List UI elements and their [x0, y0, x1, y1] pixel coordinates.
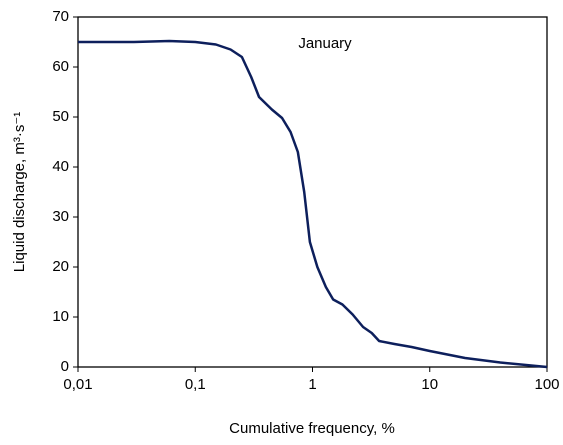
y-tick-label: 60	[52, 58, 69, 75]
y-tick-label: 40	[52, 158, 69, 175]
x-tick-label: 0,1	[185, 376, 206, 393]
y-axis-label: Liquid discharge, m³·s⁻¹	[11, 112, 28, 272]
y-tick-label: 0	[61, 358, 69, 375]
y-tick-label: 10	[52, 308, 69, 325]
y-tick-label: 20	[52, 258, 69, 275]
x-tick-label: 1	[308, 376, 316, 393]
x-axis-label: Cumulative frequency, %	[229, 420, 395, 437]
x-tick-label: 0,01	[63, 376, 92, 393]
y-tick-label: 70	[52, 8, 69, 25]
y-tick-label: 50	[52, 108, 69, 125]
plot-frame	[77, 16, 548, 368]
x-tick-label: 10	[421, 376, 438, 393]
y-tick-label: 30	[52, 208, 69, 225]
data-line	[78, 39, 548, 369]
annotation: January	[298, 35, 352, 52]
x-tick-label: 100	[534, 376, 559, 393]
